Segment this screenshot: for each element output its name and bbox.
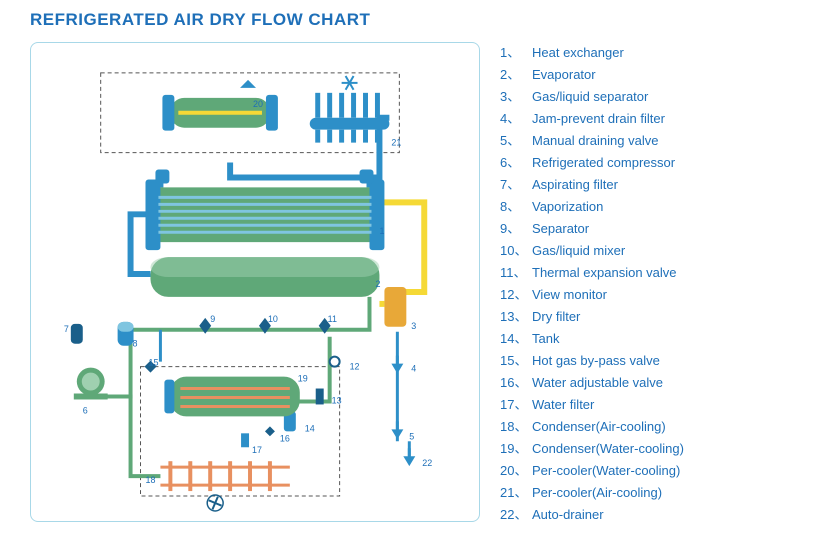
- legend-label: Vaporization: [532, 196, 603, 218]
- svg-text:8: 8: [133, 339, 138, 349]
- legend-label: Per-cooler(Air-cooling): [532, 482, 662, 504]
- legend-number: 6、: [500, 152, 532, 174]
- legend-item: 1、Heat exchanger: [500, 42, 784, 64]
- legend-label: Condenser(Water-cooling): [532, 438, 684, 460]
- legend-number: 11、: [500, 262, 532, 284]
- legend-number: 22、: [500, 504, 532, 526]
- diagram-svg: 12345678910111213141516171819202122: [31, 43, 479, 521]
- content-container: 12345678910111213141516171819202122 1、He…: [30, 42, 784, 526]
- legend-label: Aspirating filter: [532, 174, 618, 196]
- svg-text:18: 18: [145, 475, 155, 485]
- svg-text:7: 7: [64, 324, 69, 334]
- svg-text:9: 9: [210, 314, 215, 324]
- legend-item: 5、Manual draining valve: [500, 130, 784, 152]
- legend-number: 15、: [500, 350, 532, 372]
- svg-text:19: 19: [298, 374, 308, 384]
- legend-label: Gas/liquid mixer: [532, 240, 625, 262]
- legend-item: 2、Evaporator: [500, 64, 784, 86]
- legend-item: 20、Per-cooler(Water-cooling): [500, 460, 784, 482]
- svg-text:6: 6: [83, 405, 88, 415]
- legend-label: Separator: [532, 218, 589, 240]
- legend-item: 21、Per-cooler(Air-cooling): [500, 482, 784, 504]
- svg-text:14: 14: [305, 423, 315, 433]
- svg-text:12: 12: [350, 362, 360, 372]
- legend-number: 7、: [500, 174, 532, 196]
- legend-label: Jam-prevent drain filter: [532, 108, 665, 130]
- legend-label: Refrigerated compressor: [532, 152, 675, 174]
- legend-item: 15、Hot gas by-pass valve: [500, 350, 784, 372]
- svg-text:15: 15: [148, 358, 158, 368]
- legend-item: 16、Water adjustable valve: [500, 372, 784, 394]
- legend-number: 4、: [500, 108, 532, 130]
- legend-number: 20、: [500, 460, 532, 482]
- legend-label: Water adjustable valve: [532, 372, 663, 394]
- legend-item: 14、Tank: [500, 328, 784, 350]
- svg-text:21: 21: [391, 138, 401, 148]
- legend-number: 3、: [500, 86, 532, 108]
- legend-item: 18、Condenser(Air-cooling): [500, 416, 784, 438]
- legend-item: 6、Refrigerated compressor: [500, 152, 784, 174]
- legend-number: 18、: [500, 416, 532, 438]
- svg-text:11: 11: [328, 314, 337, 324]
- svg-text:20: 20: [253, 99, 263, 109]
- legend-label: Tank: [532, 328, 559, 350]
- legend-label: Water filter: [532, 394, 594, 416]
- legend-item: 4、Jam-prevent drain filter: [500, 108, 784, 130]
- page-title: REFRIGERATED AIR DRY FLOW CHART: [30, 10, 784, 30]
- legend-item: 13、Dry filter: [500, 306, 784, 328]
- legend-label: Hot gas by-pass valve: [532, 350, 660, 372]
- svg-text:16: 16: [280, 433, 290, 443]
- legend-number: 12、: [500, 284, 532, 306]
- legend-item: 11、Thermal expansion valve: [500, 262, 784, 284]
- legend-number: 21、: [500, 482, 532, 504]
- legend-number: 9、: [500, 218, 532, 240]
- legend-number: 19、: [500, 438, 532, 460]
- legend-number: 8、: [500, 196, 532, 218]
- legend-label: Per-cooler(Water-cooling): [532, 460, 680, 482]
- svg-text:10: 10: [268, 314, 278, 324]
- legend-label: Condenser(Air-cooling): [532, 416, 666, 438]
- svg-text:13: 13: [332, 395, 342, 405]
- legend-label: Thermal expansion valve: [532, 262, 677, 284]
- legend-number: 2、: [500, 64, 532, 86]
- svg-text:3: 3: [411, 321, 416, 331]
- legend-number: 1、: [500, 42, 532, 64]
- legend-label: Manual draining valve: [532, 130, 658, 152]
- legend-label: Heat exchanger: [532, 42, 624, 64]
- legend-number: 16、: [500, 372, 532, 394]
- legend-item: 10、Gas/liquid mixer: [500, 240, 784, 262]
- legend-number: 17、: [500, 394, 532, 416]
- legend-list: 1、Heat exchanger2、Evaporator3、Gas/liquid…: [500, 42, 784, 526]
- svg-text:22: 22: [422, 458, 432, 468]
- svg-text:4: 4: [411, 364, 416, 374]
- svg-text:2: 2: [375, 279, 380, 289]
- legend-item: 17、Water filter: [500, 394, 784, 416]
- legend-number: 10、: [500, 240, 532, 262]
- legend-item: 19、Condenser(Water-cooling): [500, 438, 784, 460]
- legend-label: Auto-drainer: [532, 504, 604, 526]
- flow-chart-diagram: 12345678910111213141516171819202122: [30, 42, 480, 522]
- svg-text:1: 1: [379, 226, 384, 236]
- legend-label: Evaporator: [532, 64, 596, 86]
- legend-item: 3、Gas/liquid separator: [500, 86, 784, 108]
- legend-label: Dry filter: [532, 306, 580, 328]
- legend-item: 22、Auto-drainer: [500, 504, 784, 526]
- legend-item: 8、Vaporization: [500, 196, 784, 218]
- legend-label: Gas/liquid separator: [532, 86, 648, 108]
- svg-text:17: 17: [252, 445, 262, 455]
- legend-label: View monitor: [532, 284, 607, 306]
- legend-number: 13、: [500, 306, 532, 328]
- legend-item: 7、Aspirating filter: [500, 174, 784, 196]
- legend-number: 14、: [500, 328, 532, 350]
- svg-text:5: 5: [409, 431, 414, 441]
- legend-item: 12、View monitor: [500, 284, 784, 306]
- legend-item: 9、Separator: [500, 218, 784, 240]
- legend-number: 5、: [500, 130, 532, 152]
